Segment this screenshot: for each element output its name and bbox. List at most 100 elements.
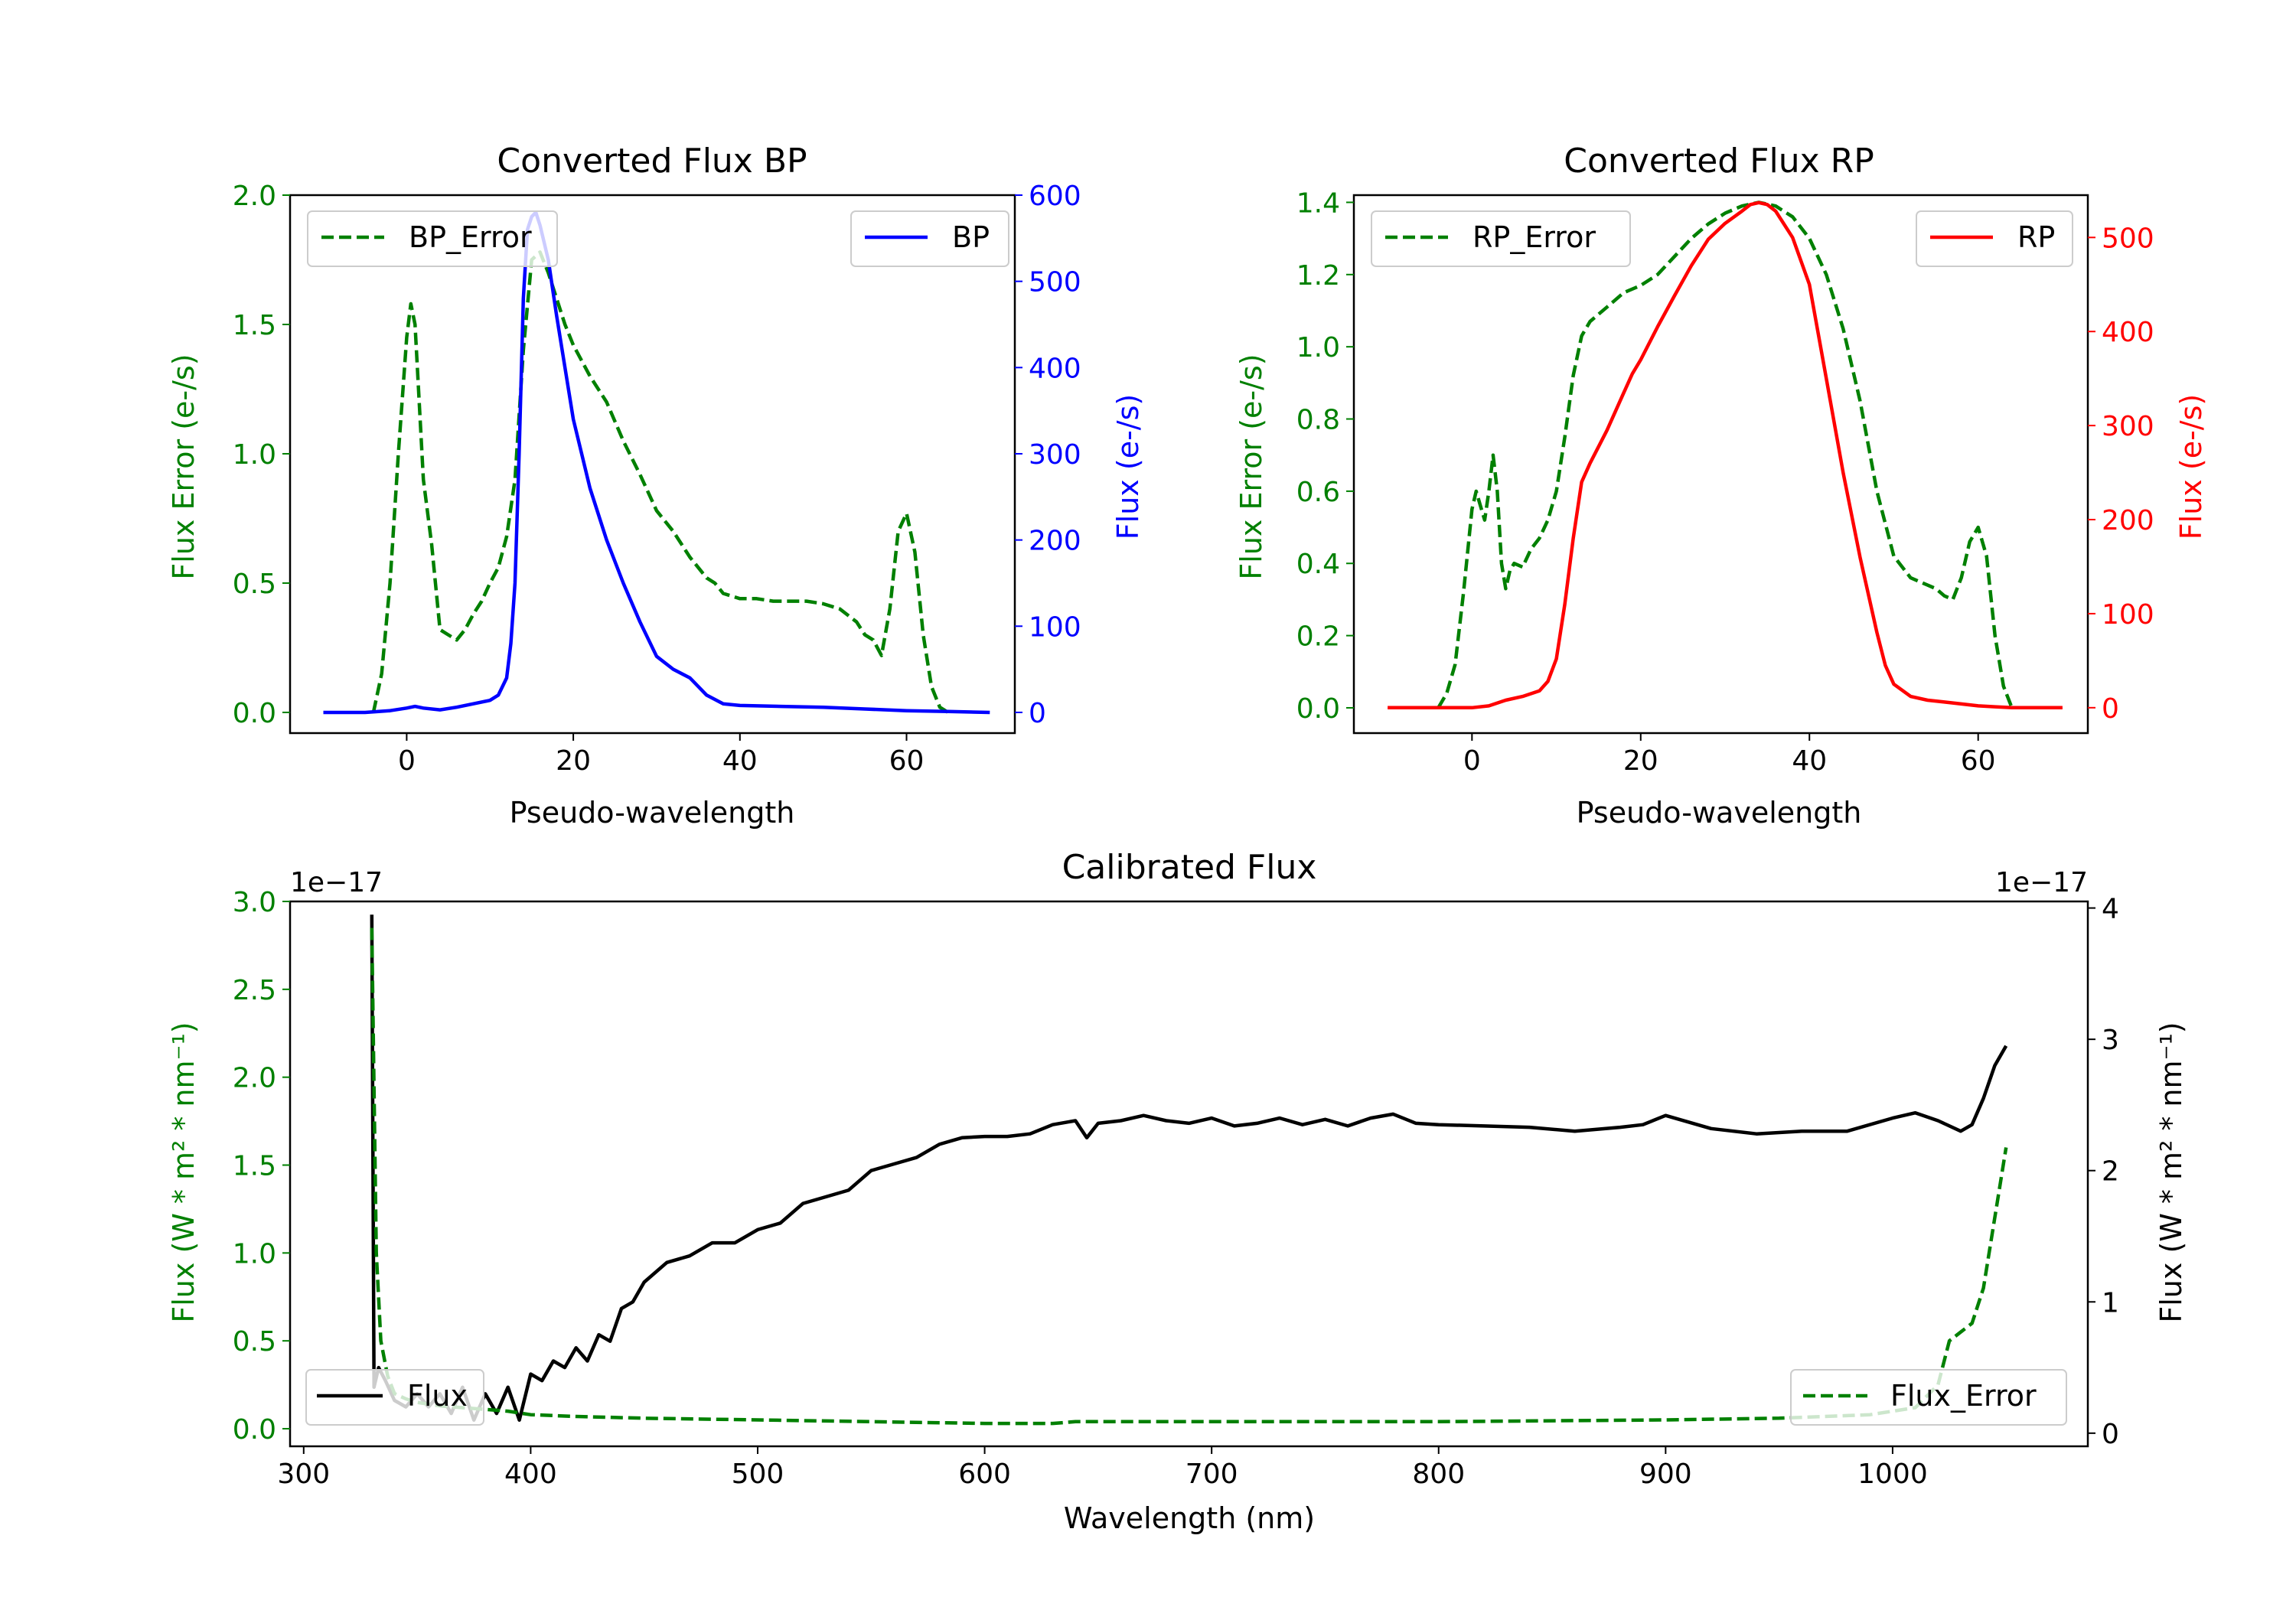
calibrated-ytick-right-label: 1 [2102, 1287, 2119, 1319]
bp-ytick-right-label: 0 [1029, 698, 1046, 729]
bp-panel: Converted Flux BP 0 20 40 60 0.0 0.5 1.0 1.5 2.0… [167, 142, 1145, 830]
calibrated-xtick-label: 400 [504, 1459, 557, 1490]
bp-ylabel-right: Flux (e-/s) [1111, 394, 1145, 539]
rp-xtick-label: 60 [1961, 745, 1996, 777]
calibrated-legend-left: Flux [305, 1369, 484, 1426]
bp-ytick-right-label: 400 [1029, 353, 1081, 384]
calibrated-offset-left: 1e−17 [290, 867, 383, 898]
rp-ytick-left-label: 1.0 [1296, 332, 1340, 363]
rp-ylabel-right: Flux (e-/s) [2174, 394, 2208, 539]
calibrated-plot-frame [289, 900, 2089, 1448]
bp-xtick-label: 60 [889, 745, 925, 777]
calibrated-ylabel-left: Flux (W * m² * nm⁻¹) [167, 1022, 201, 1322]
calibrated-legend-right-box [1790, 1369, 2067, 1426]
rp-ytick-right-label: 200 [2102, 505, 2154, 536]
bp-ytick-left-label: 2.0 [233, 181, 276, 212]
rp-ytick-right-label: 0 [2102, 693, 2119, 725]
rp-ytick-left-label: 0.6 [1296, 477, 1340, 508]
rp-ytick-right-label: 100 [2102, 599, 2154, 631]
bp-axes: 0 20 40 60 0.0 0.5 1.0 1.5 2.0 0 100 200 300 400 500 60… [233, 181, 1081, 777]
bp-ytick-left-label: 0.0 [233, 698, 276, 729]
rp-legend-left: RP_Error [1371, 210, 1631, 267]
rp-ytick-left-label: 1.2 [1296, 260, 1340, 292]
bp-series-bp-error [371, 250, 950, 714]
rp-panel: Converted Flux RP 0 20 40 60 0.0 0.2 0.4 0.6 0.8… [1234, 142, 2208, 830]
calibrated-ytick-right-label: 3 [2102, 1025, 2119, 1056]
calibrated-ytick-left-label: 2.5 [233, 975, 276, 1006]
calibrated-xtick-label: 300 [277, 1459, 330, 1490]
rp-ytick-right-label: 500 [2102, 223, 2154, 254]
bp-xtick-label: 0 [398, 745, 416, 777]
calibrated-ytick-left-label: 1.5 [233, 1151, 276, 1182]
calibrated-xtick-label: 600 [958, 1459, 1011, 1490]
calibrated-title: Calibrated Flux [1062, 848, 1317, 887]
bp-xtick-label: 40 [722, 745, 758, 777]
calibrated-ytick-left-label: 1.0 [233, 1238, 276, 1270]
calibrated-legend-left-box [305, 1369, 484, 1426]
rp-legend-right: RP [1916, 210, 2073, 267]
rp-ytick-left-label: 0.4 [1296, 549, 1340, 580]
bp-plot-frame [289, 194, 1016, 735]
bp-legend-right-box [850, 210, 1009, 267]
calibrated-ytick-right-label: 4 [2102, 894, 2119, 925]
bp-xlabel: Pseudo-wavelength [510, 796, 795, 830]
rp-legend-right-box [1916, 210, 2073, 267]
bp-ytick-right-label: 300 [1029, 439, 1081, 471]
calibrated-panel: Calibrated Flux 1e−17 1e−17 300 400 500 600… [167, 848, 2188, 1535]
rp-ytick-left-label: 1.4 [1296, 187, 1340, 219]
calibrated-xtick-label: 700 [1186, 1459, 1238, 1490]
bp-ytick-right-label: 500 [1029, 267, 1081, 298]
bp-legend-left: BP_Error [307, 210, 558, 267]
calibrated-xlabel: Wavelength (nm) [1064, 1501, 1315, 1535]
rp-axes: 0 20 40 60 0.0 0.2 0.4 0.6 0.8 1.0 1.2 1.4 0 100 200 30… [1296, 187, 2154, 777]
rp-legend-error-label: RP_Error [1473, 220, 1596, 254]
rp-legend-flux-label: RP [2017, 220, 2055, 254]
bp-ylabel-left: Flux Error (e-/s) [167, 354, 201, 579]
bp-xtick-label: 20 [556, 745, 591, 777]
calibrated-legend-flux-label: Flux [407, 1379, 468, 1413]
rp-ytick-left-label: 0.8 [1296, 405, 1340, 436]
rp-series-rp [1388, 200, 2063, 710]
calibrated-ytick-left-label: 0.0 [233, 1414, 276, 1446]
calibrated-ytick-left-label: 3.0 [233, 887, 276, 918]
bp-legend-left-box [307, 210, 558, 267]
calibrated-ytick-right-label: 2 [2102, 1156, 2119, 1188]
bp-legend-flux-label: BP [952, 220, 990, 254]
rp-xlabel: Pseudo-wavelength [1577, 796, 1862, 830]
calibrated-xtick-label: 500 [732, 1459, 784, 1490]
calibrated-axes: 300 400 500 600 700 800 900 1000 0.0 0.5 1.0 1.5 2.0… [233, 887, 2119, 1490]
bp-ytick-left-label: 1.5 [233, 310, 276, 341]
rp-legend-left-box [1371, 210, 1631, 267]
bp-legend-error-label: BP_Error [409, 220, 532, 254]
calibrated-series-flux [370, 914, 2008, 1422]
calibrated-xtick-label: 900 [1639, 1459, 1692, 1490]
bp-ytick-right-label: 600 [1029, 181, 1081, 212]
rp-ylabel-left: Flux Error (e-/s) [1234, 354, 1268, 579]
rp-xtick-label: 0 [1463, 745, 1481, 777]
rp-xtick-label: 40 [1792, 745, 1827, 777]
rp-title: Converted Flux RP [1564, 142, 1874, 181]
calibrated-ytick-right-label: 0 [2102, 1419, 2119, 1450]
bp-ytick-left-label: 0.5 [233, 569, 276, 600]
calibrated-ytick-left-label: 0.5 [233, 1326, 276, 1358]
calibrated-ylabel-right: Flux (W * m² * nm⁻¹) [2154, 1022, 2188, 1322]
rp-plot-frame [1352, 194, 2089, 735]
rp-series-rp-error [1437, 200, 2014, 709]
bp-legend-right: BP [850, 210, 1009, 267]
rp-ytick-right-label: 300 [2102, 411, 2154, 442]
bp-ytick-right-label: 200 [1029, 526, 1081, 557]
rp-ytick-left-label: 0.2 [1296, 621, 1340, 653]
bp-ytick-left-label: 1.0 [233, 439, 276, 471]
bp-ytick-right-label: 100 [1029, 611, 1081, 643]
calibrated-xtick-label: 800 [1412, 1459, 1465, 1490]
calibrated-legend-error-label: Flux_Error [1890, 1379, 2037, 1413]
rp-xtick-label: 20 [1623, 745, 1658, 777]
rp-ytick-left-label: 0.0 [1296, 693, 1340, 725]
calibrated-xtick-label: 1000 [1857, 1459, 1928, 1490]
rp-ytick-right-label: 400 [2102, 317, 2154, 348]
calibrated-legend-right: Flux_Error [1790, 1369, 2067, 1426]
calibrated-ytick-left-label: 2.0 [233, 1063, 276, 1094]
bp-title: Converted Flux BP [497, 142, 807, 181]
